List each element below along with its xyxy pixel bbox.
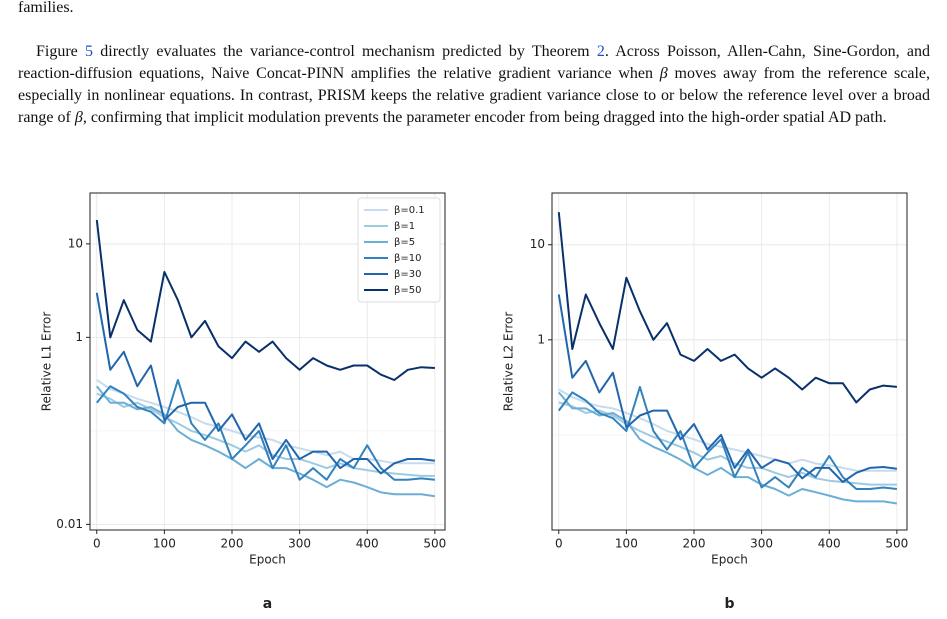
x-tick-label: 300: [750, 537, 773, 551]
legend-label: β=50: [394, 285, 422, 296]
x-tick-label: 100: [153, 537, 176, 551]
paragraph: Figure 5 directly evaluates the variance…: [18, 41, 930, 129]
x-tick-label: 0: [555, 537, 563, 551]
legend-box: [357, 197, 441, 303]
previous-paragraph-end: families.: [18, 0, 930, 19]
series-line: [95, 219, 435, 381]
x-tick-label: 300: [288, 537, 311, 551]
series-line: [557, 385, 898, 490]
legend-label: β=5: [394, 237, 415, 248]
symbol: β: [74, 109, 83, 126]
panel-label: b: [724, 596, 734, 612]
plot-frame: [89, 192, 446, 531]
x-axis-label: Epoch: [711, 553, 748, 567]
x-tick-label: 0: [93, 537, 101, 551]
legend-label: β=0.1: [394, 205, 425, 216]
panel-label: a: [263, 596, 272, 612]
x-tick-label: 400: [356, 537, 379, 551]
text: directly evaluates the variance-control …: [93, 43, 597, 60]
x-tick-label: 100: [615, 537, 638, 551]
legend: β=0.1 β=1 β=5 β=10 β=30 β=50: [357, 197, 441, 303]
text: Figure: [36, 43, 86, 60]
text: families.: [18, 0, 74, 16]
plot-frame: [551, 192, 908, 531]
y-tick-label: 0.01: [56, 517, 83, 531]
x-axis-label: Epoch: [249, 553, 286, 567]
legend-label: β=1: [394, 221, 415, 232]
series-line: [96, 385, 436, 498]
x-tick-label: 400: [818, 537, 841, 551]
y-tick-label: 10: [68, 236, 83, 250]
x-tick-label: 200: [683, 537, 706, 551]
chart: 0 100 200 300 400 500 1 10 Epoch Relative L2 Erro…: [502, 192, 908, 612]
text: moves away from the reference scale, esp…: [18, 65, 930, 126]
series-line: [96, 379, 435, 481]
y-tick-label: 1: [537, 332, 545, 346]
series-line: [558, 391, 898, 505]
x-tick-label: 200: [221, 537, 244, 551]
y-axis-label: Relative L2 Error: [502, 312, 516, 412]
series-line: [557, 212, 897, 404]
series-line: [557, 294, 898, 483]
x-tick-label: 500: [423, 537, 446, 551]
chart: 0 100 200 300 400 500 0.01 1 10 Epoch Relative L1 …: [40, 192, 446, 612]
legend-label: β=10: [394, 253, 422, 264]
text: , confirming that implicit modulation pr…: [82, 109, 887, 126]
legend-label: β=30: [394, 269, 422, 280]
figure-ref[interactable]: 5: [85, 43, 94, 60]
series-line: [558, 388, 897, 472]
symbol: β: [659, 65, 668, 82]
y-axis-label: Relative L1 Error: [40, 312, 54, 412]
text: . Across Poisson, Allen-Cahn, Sine-Gordo…: [18, 43, 931, 82]
series-line: [95, 292, 436, 475]
theorem-ref[interactable]: 2: [596, 43, 605, 60]
y-tick-label: 10: [530, 237, 545, 251]
x-tick-label: 500: [885, 537, 908, 551]
y-tick-label: 1: [75, 330, 83, 344]
